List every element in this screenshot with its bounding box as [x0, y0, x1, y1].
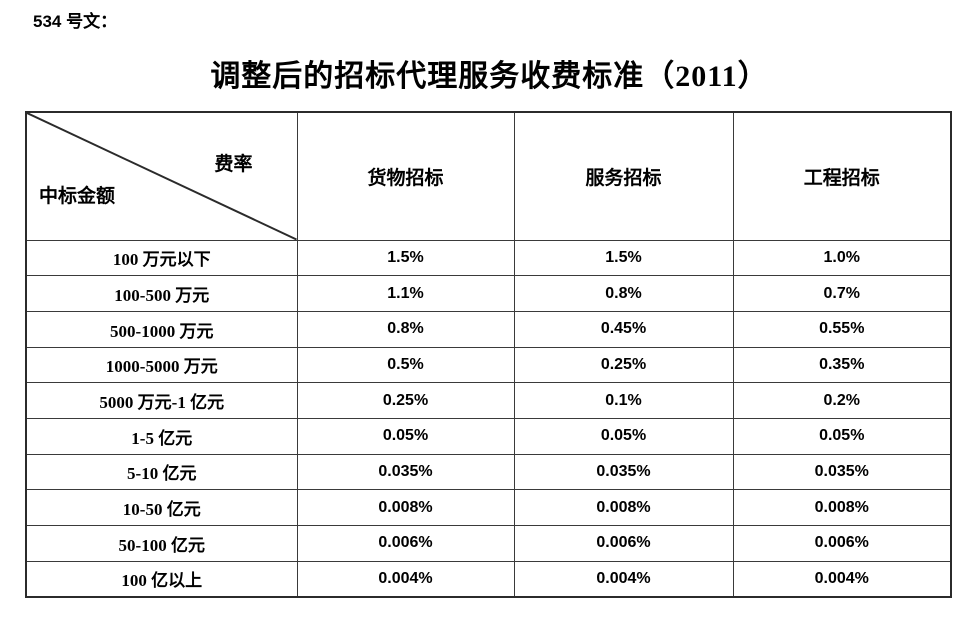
table-row: 10-50 亿元 0.008% 0.008% 0.008% — [25, 489, 952, 526]
rate-value: 0.035% — [732, 453, 952, 491]
rate-value: 0.5% — [296, 346, 515, 384]
rate-value: 0.006% — [513, 525, 734, 562]
row-label: 500-1000 万元 — [25, 310, 298, 348]
page-title: 调整后的招标代理服务收费标准（2011） — [210, 60, 769, 93]
rate-value: 0.05% — [513, 417, 734, 455]
table-row: 1000-5000 万元 0.5% 0.25% 0.35% — [25, 346, 952, 384]
table-row: 5000 万元-1 亿元 0.25% 0.1% 0.2% — [25, 382, 952, 419]
rate-value: 0.25% — [296, 382, 515, 419]
row-label: 50-100 亿元 — [25, 525, 298, 562]
table-header-row: 费率 中标金额 货物招标 服务招标 工程招标 — [25, 111, 952, 241]
rate-value: 1.1% — [296, 275, 515, 312]
rate-value: 0.008% — [296, 489, 515, 526]
corner-header-cell: 费率 中标金额 — [25, 111, 298, 241]
rate-value: 0.1% — [513, 382, 734, 419]
rate-value: 0.035% — [296, 453, 515, 491]
rate-value: 0.45% — [513, 310, 734, 348]
row-label: 5000 万元-1 亿元 — [25, 382, 298, 419]
rate-value: 1.5% — [513, 239, 734, 277]
rate-value: 0.004% — [296, 560, 515, 598]
rate-value: 0.008% — [513, 489, 734, 526]
rate-value: 0.05% — [296, 417, 515, 455]
rate-value: 0.7% — [732, 275, 952, 312]
row-label: 100-500 万元 — [25, 275, 298, 312]
rate-value: 0.004% — [513, 560, 734, 598]
column-header-goods: 货物招标 — [296, 111, 515, 241]
rate-value: 0.05% — [732, 417, 952, 455]
table-row: 5-10 亿元 0.035% 0.035% 0.035% — [25, 453, 952, 491]
rate-value: 0.55% — [732, 310, 952, 348]
table-row: 500-1000 万元 0.8% 0.45% 0.55% — [25, 310, 952, 348]
column-header-services: 服务招标 — [513, 111, 734, 241]
row-label: 100 万元以下 — [25, 239, 298, 277]
rate-value: 0.35% — [732, 346, 952, 384]
rate-value: 0.2% — [732, 382, 952, 419]
rate-value: 0.006% — [732, 525, 952, 562]
rate-value: 0.8% — [296, 310, 515, 348]
corner-label-amount: 中标金额 — [39, 186, 116, 207]
rate-value: 1.0% — [732, 239, 952, 277]
fee-table-container: 费率 中标金额 货物招标 服务招标 工程招标 100 万元以下 1.5% 1.5… — [25, 111, 952, 598]
rate-value: 0.006% — [296, 525, 515, 562]
table-row: 50-100 亿元 0.006% 0.006% 0.006% — [25, 525, 952, 562]
row-label: 10-50 亿元 — [25, 489, 298, 526]
table-row: 100 万元以下 1.5% 1.5% 1.0% — [25, 239, 952, 277]
rate-value: 0.004% — [732, 560, 952, 598]
rate-value: 0.25% — [513, 346, 734, 384]
row-label: 100 亿以上 — [25, 560, 298, 598]
diagonal-divider-line — [27, 113, 297, 240]
table-row: 100-500 万元 1.1% 0.8% 0.7% — [25, 275, 952, 312]
rate-value: 0.035% — [513, 453, 734, 491]
rate-value: 0.8% — [513, 275, 734, 312]
corner-label-rate: 费率 — [214, 154, 253, 175]
row-label: 5-10 亿元 — [25, 453, 298, 491]
column-header-engineering: 工程招标 — [732, 111, 952, 241]
fee-table: 费率 中标金额 货物招标 服务招标 工程招标 100 万元以下 1.5% 1.5… — [25, 111, 952, 598]
table-row: 100 亿以上 0.004% 0.004% 0.004% — [25, 560, 952, 598]
row-label: 1-5 亿元 — [25, 417, 298, 455]
doc-number: 534 号文： — [33, 12, 118, 31]
rate-value: 0.008% — [732, 489, 952, 526]
rate-value: 1.5% — [296, 239, 515, 277]
row-label: 1000-5000 万元 — [25, 346, 298, 384]
table-row: 1-5 亿元 0.05% 0.05% 0.05% — [25, 417, 952, 455]
